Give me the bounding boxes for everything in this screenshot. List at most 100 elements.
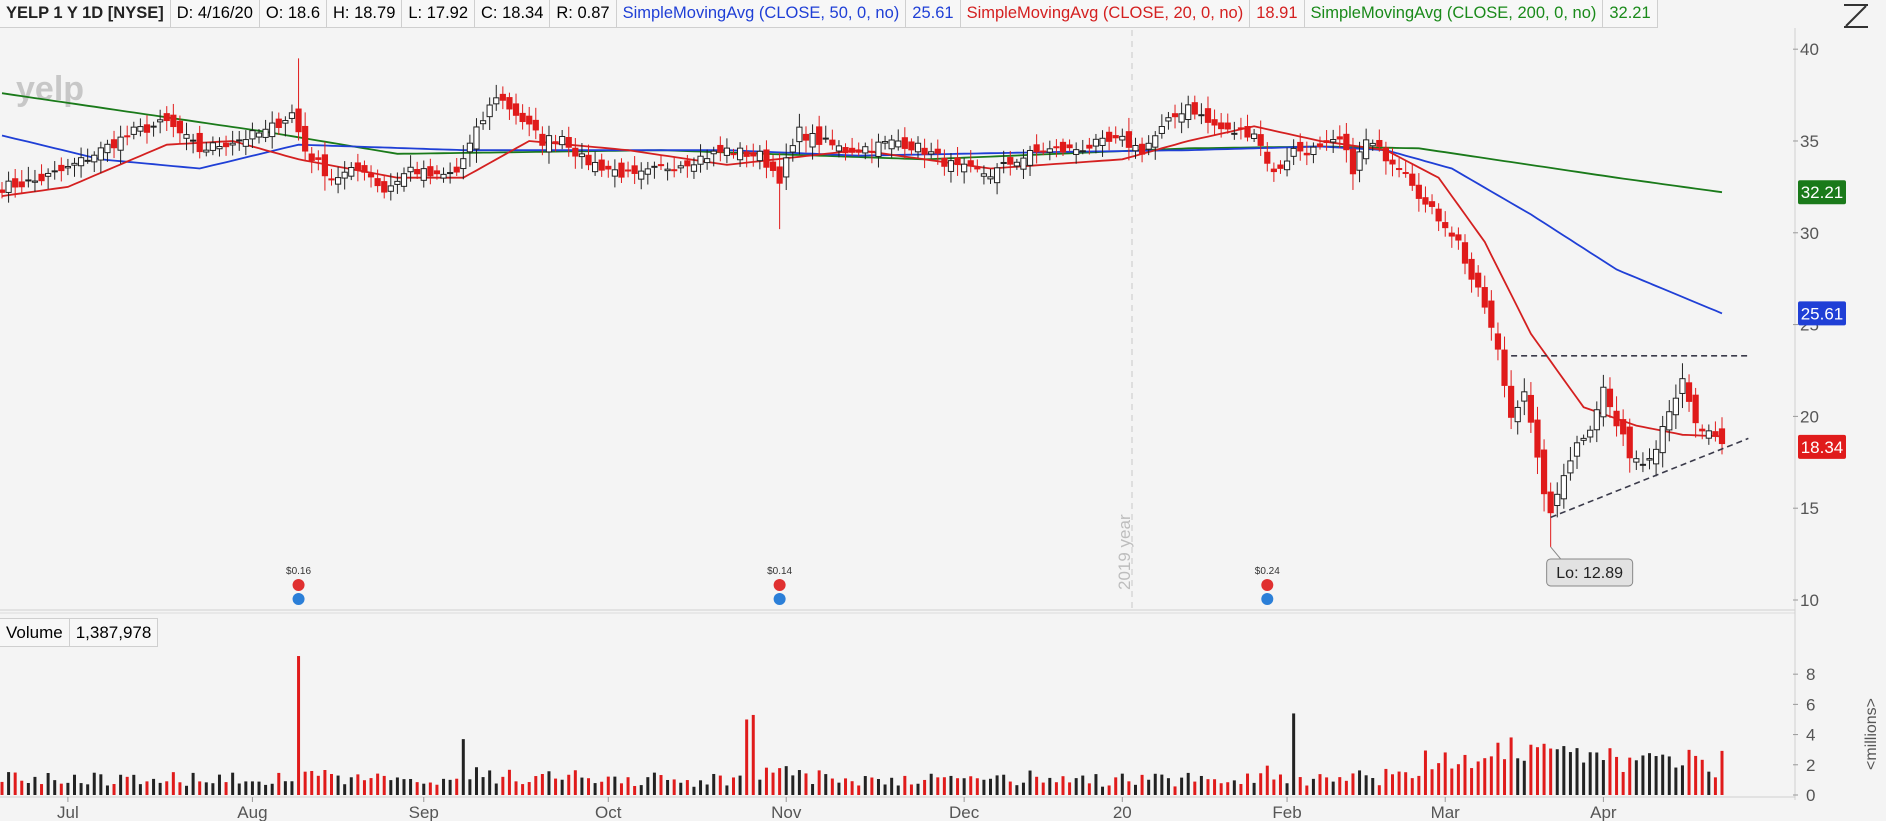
candle-body (1508, 385, 1515, 418)
candle (1527, 382, 1534, 433)
candle (499, 86, 506, 110)
volume-bar (1101, 786, 1105, 795)
volume-bar (382, 775, 386, 795)
volume-bar (1687, 749, 1691, 795)
volume-bar (699, 780, 703, 795)
candle-body (1699, 428, 1706, 432)
candle (97, 141, 104, 173)
sma200-study[interactable]: SimpleMovingAvg (CLOSE, 200, 0, no) (1304, 0, 1604, 28)
candle-body (1600, 386, 1607, 418)
dividend-amount: $0.16 (286, 566, 311, 577)
candle-body (1237, 127, 1245, 130)
sma50-study[interactable]: SimpleMovingAvg (CLOSE, 50, 0, no) (616, 0, 907, 28)
volume-bar (395, 777, 399, 795)
sma200-badge (1798, 180, 1846, 205)
candle (1211, 109, 1218, 135)
volume-bar (1213, 779, 1217, 795)
candle (1481, 275, 1488, 314)
volume-bar (1364, 775, 1368, 795)
candle-body (394, 180, 401, 185)
candle-body (822, 137, 829, 140)
volume-bar (679, 782, 683, 795)
volume-bar (389, 780, 393, 795)
dividend-amount: $0.24 (1255, 566, 1280, 577)
candle (1079, 139, 1086, 155)
volume-bar (1087, 783, 1091, 795)
volume-bar (712, 773, 716, 795)
candle-body (954, 157, 961, 166)
volume-bar (1410, 778, 1414, 795)
volume-bar (547, 771, 551, 795)
candle (328, 168, 335, 186)
volume-bar (514, 781, 518, 795)
candle-body (1158, 126, 1165, 134)
candle (196, 125, 203, 159)
drawing-tool-icon[interactable] (1842, 2, 1872, 30)
candle-body (1231, 132, 1238, 135)
sma50-badge (1798, 301, 1846, 326)
volume-bar (1549, 748, 1553, 795)
candle-body (1013, 161, 1020, 167)
candle-body (453, 166, 460, 173)
candle-body (1580, 437, 1587, 441)
time-axis: Jul Aug Sep Oct Nov Dec 20 Feb Mar Apr (57, 797, 1617, 821)
candle (763, 140, 770, 179)
time-tick-label: Sep (409, 803, 439, 821)
candle-body (1376, 139, 1383, 147)
candle-body (1679, 378, 1686, 394)
volume-label[interactable]: Volume (0, 619, 70, 647)
candle-body (506, 97, 513, 110)
candle-body (1666, 411, 1673, 431)
candle-body (1527, 394, 1534, 423)
candle-body (730, 153, 737, 156)
volume-bar (1377, 785, 1381, 795)
volume-bar (59, 783, 63, 795)
candle (1092, 133, 1100, 154)
candle (789, 138, 796, 162)
candle (150, 121, 157, 137)
volume-bar (1628, 757, 1632, 795)
candle-body (697, 155, 704, 165)
candle-body (1547, 491, 1554, 514)
volume-bar (929, 773, 933, 795)
candle (1145, 135, 1152, 156)
candle-body (1138, 143, 1146, 155)
volume-bar (1516, 758, 1520, 795)
candle-body (447, 172, 454, 175)
volume-bar (1311, 778, 1315, 795)
symbol-label[interactable]: YELP 1 Y 1D [NYSE] (0, 0, 171, 28)
candle (1191, 95, 1198, 120)
candle-body (77, 157, 85, 167)
candle (381, 174, 388, 199)
volume-bar (1054, 782, 1058, 795)
year-separator-label: 2019 year (1115, 514, 1134, 590)
candle-body (1382, 147, 1390, 162)
candle-body (816, 126, 823, 145)
candle-body (638, 170, 645, 180)
candle (1521, 378, 1528, 416)
candle-body (1171, 113, 1179, 118)
candle-body (348, 167, 355, 177)
candle-body (1409, 173, 1416, 186)
volume-bar (857, 785, 861, 795)
volume-bar (310, 770, 314, 795)
volume-bar (1246, 773, 1250, 795)
volume-bar (962, 778, 966, 795)
candle-body (262, 128, 269, 138)
sma200-label: SimpleMovingAvg (CLOSE, 200, 0, no) (1310, 4, 1597, 22)
sma20-study[interactable]: SimpleMovingAvg (CLOSE, 20, 0, no) (960, 0, 1251, 28)
volume-bar (1555, 749, 1559, 795)
candle-body (855, 150, 862, 153)
candle (1204, 96, 1212, 134)
candle-body (849, 147, 856, 153)
dividend-amount: $0.14 (767, 566, 792, 577)
candle (440, 167, 447, 183)
volume-bar (672, 779, 676, 795)
candle (690, 157, 698, 179)
candle (1448, 226, 1455, 248)
volume-bar (20, 780, 24, 795)
volume-bar (152, 778, 156, 795)
candle (1013, 158, 1020, 170)
candle (51, 161, 58, 180)
candle-body (1349, 148, 1357, 175)
